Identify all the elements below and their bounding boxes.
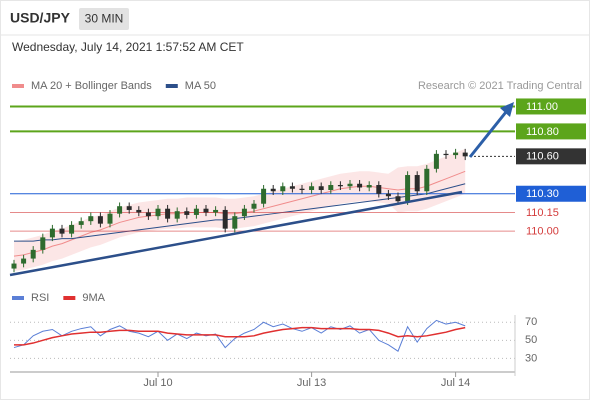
candle-body [126, 206, 132, 210]
candle-body [433, 153, 439, 169]
candle-body [270, 188, 276, 192]
candle-body [462, 152, 468, 157]
level-label: 110.15 [526, 207, 559, 219]
legend-label: MA 20 + Bollinger Bands [31, 80, 152, 92]
candle-body [69, 224, 75, 234]
timestamp: Wednesday, July 14, 2021 1:57:52 AM CET [12, 40, 244, 54]
candle-body [174, 211, 180, 219]
candle-body [213, 209, 219, 213]
level-label: 110.30 [526, 188, 559, 200]
candle-body [30, 249, 36, 259]
level-label-box [516, 148, 586, 165]
y-tick-label: 50 [525, 334, 537, 346]
candle-body [222, 209, 228, 229]
level-label: 111.00 [526, 101, 558, 113]
x-tick-label: Jul 13 [297, 377, 326, 389]
candle-body [117, 206, 123, 214]
legend-swatch [165, 84, 178, 88]
candle-body [395, 196, 401, 202]
candle-body [251, 203, 257, 209]
level-label: 110.00 [526, 226, 559, 238]
candle-body [366, 185, 372, 188]
candle-body [193, 208, 199, 215]
candle-body [88, 216, 94, 222]
candle-body [414, 175, 420, 192]
candle-body [289, 186, 295, 189]
candle-body [424, 168, 430, 192]
candle-body [241, 208, 247, 217]
candle-body [21, 258, 27, 264]
interval[interactable]: 30 MIN [85, 12, 124, 26]
y-tick-label: 30 [525, 352, 537, 364]
level-label-box [516, 123, 586, 140]
candle-body [357, 183, 363, 188]
candle-body [309, 186, 315, 190]
moving-average [14, 183, 466, 242]
level-label-box [516, 98, 586, 115]
interval-badge[interactable] [79, 8, 129, 30]
candle-body [78, 221, 84, 225]
legend-swatch [63, 296, 76, 300]
candle-body [299, 188, 305, 190]
level-label-box [516, 185, 586, 202]
x-tick-label: Jul 14 [441, 377, 470, 389]
level-label: 110.60 [526, 151, 559, 163]
legend-label: MA 50 [185, 80, 216, 92]
target-arrow [468, 111, 508, 158]
candle-body [59, 228, 65, 234]
candle-body [40, 237, 46, 250]
candle-body [280, 186, 286, 192]
candle-body [203, 208, 209, 213]
legend-label: RSI [31, 292, 49, 304]
candle-body [145, 212, 151, 217]
candle-body [385, 193, 391, 197]
candle-body [165, 208, 171, 219]
candle-body [261, 188, 267, 204]
y-tick-label: 70 [525, 316, 537, 328]
indicator-line [14, 326, 466, 346]
candle-body [405, 175, 411, 202]
candle-body [184, 211, 190, 215]
candle-body [318, 186, 324, 190]
candle-body [347, 183, 353, 187]
trend-line [9, 190, 463, 277]
legend-swatch [12, 84, 24, 88]
arrow-head [500, 102, 514, 117]
source: Research © 2021 Trading Central [418, 80, 582, 92]
candle-body [453, 152, 459, 156]
candle-body [107, 213, 113, 224]
moving-average [13, 170, 466, 257]
level-label: 110.80 [526, 126, 559, 138]
legend-swatch [12, 296, 24, 300]
candle-body [328, 185, 334, 190]
candle-body [97, 216, 103, 224]
candle-body [443, 153, 449, 156]
candle-body [337, 185, 343, 187]
x-tick-label: Jul 10 [143, 377, 172, 389]
candle-body [11, 263, 17, 269]
candle-body [376, 185, 382, 194]
candle-body [232, 216, 238, 229]
legend-label: 9MA [82, 292, 105, 304]
candle-body [136, 209, 142, 213]
indicator-line [13, 319, 466, 352]
bollinger-band [14, 148, 466, 272]
candle-body [155, 208, 161, 217]
candle-body [49, 228, 55, 238]
symbol: USD/JPY [10, 10, 71, 26]
